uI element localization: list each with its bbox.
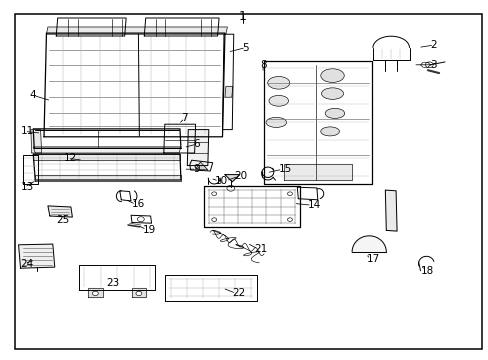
Polygon shape [88,288,102,297]
Ellipse shape [325,108,344,118]
Text: 20: 20 [234,171,247,181]
Text: 15: 15 [278,164,291,174]
Polygon shape [283,164,351,180]
Circle shape [92,291,98,296]
Text: 22: 22 [232,288,245,298]
Circle shape [287,218,292,221]
Polygon shape [19,244,55,268]
Polygon shape [31,130,41,153]
Circle shape [211,192,216,195]
Polygon shape [224,86,232,97]
Text: 9: 9 [193,164,200,174]
Text: 23: 23 [106,278,120,288]
Circle shape [137,217,144,222]
Ellipse shape [320,69,344,82]
Polygon shape [33,154,180,160]
Text: 21: 21 [254,244,267,254]
Text: 6: 6 [193,139,200,149]
Text: 12: 12 [63,153,77,163]
Text: 11: 11 [20,126,34,136]
Text: 25: 25 [56,215,69,225]
Polygon shape [131,288,146,297]
Polygon shape [33,147,181,153]
Text: 2: 2 [429,40,436,50]
Polygon shape [35,175,181,181]
Text: 13: 13 [20,182,34,192]
Text: 24: 24 [20,258,34,269]
Text: 18: 18 [420,266,433,276]
Text: 1: 1 [239,10,246,23]
Text: 17: 17 [366,254,379,264]
Text: 8: 8 [259,60,266,70]
Circle shape [226,185,234,191]
Polygon shape [195,162,207,170]
Polygon shape [46,27,227,34]
Polygon shape [385,190,396,231]
Circle shape [211,218,216,221]
Ellipse shape [268,95,288,106]
Text: 16: 16 [132,199,145,210]
Ellipse shape [267,77,289,89]
Polygon shape [187,130,208,166]
Circle shape [136,291,142,296]
Circle shape [287,192,292,195]
Ellipse shape [265,117,286,127]
Text: 10: 10 [215,176,228,186]
Text: 3: 3 [429,60,436,70]
Text: 19: 19 [142,225,156,235]
Text: 14: 14 [307,200,321,210]
Ellipse shape [321,88,343,99]
Text: 4: 4 [29,90,36,100]
Polygon shape [48,206,72,217]
Text: 7: 7 [181,113,187,123]
Circle shape [425,62,432,68]
Text: 5: 5 [242,42,248,53]
Polygon shape [224,175,239,182]
Ellipse shape [320,127,339,136]
